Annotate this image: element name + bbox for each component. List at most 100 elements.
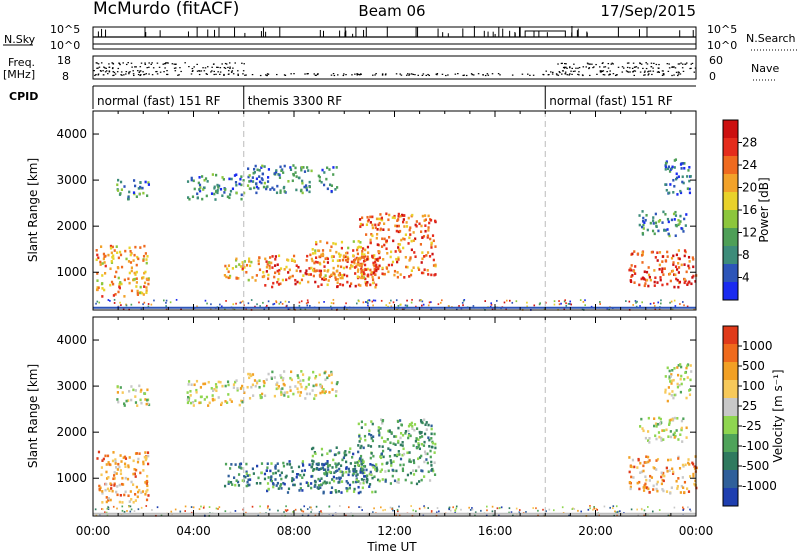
echo-cell bbox=[119, 281, 122, 284]
echo-cell bbox=[402, 237, 405, 241]
echo-cell bbox=[361, 262, 364, 266]
echo-cell bbox=[115, 466, 118, 469]
noise-cell bbox=[242, 300, 244, 303]
freq-dot bbox=[372, 74, 374, 76]
echo-cell bbox=[311, 462, 314, 466]
noise-cell bbox=[298, 305, 301, 307]
echo-cell bbox=[213, 398, 216, 402]
echo-cell bbox=[366, 478, 369, 482]
echo-cell bbox=[413, 423, 417, 426]
freq-dot bbox=[156, 73, 159, 75]
noise-cell bbox=[539, 302, 541, 305]
y-tick-label: 2000 bbox=[56, 219, 87, 233]
echo-cell bbox=[655, 482, 659, 486]
nsearch-label: N.Search bbox=[746, 32, 796, 45]
echo-cell bbox=[240, 175, 243, 178]
echo-cell bbox=[280, 471, 283, 475]
echo-cell bbox=[682, 417, 685, 421]
echo-cell bbox=[389, 448, 392, 452]
noise-cell bbox=[611, 507, 614, 510]
noise-cell bbox=[372, 304, 374, 307]
echo-cell bbox=[258, 385, 261, 389]
y-tick-label: 2000 bbox=[56, 425, 87, 439]
echo-cell bbox=[143, 455, 146, 459]
echo-cell bbox=[666, 366, 669, 370]
echo-cell bbox=[221, 384, 224, 388]
echo-cell bbox=[396, 480, 399, 484]
noise-cell bbox=[239, 301, 242, 304]
freq-dot bbox=[600, 70, 603, 72]
noise-cell bbox=[247, 302, 250, 305]
freq-dot bbox=[621, 71, 624, 73]
echo-cell bbox=[123, 493, 126, 497]
freq-dot bbox=[578, 71, 580, 73]
echo-cell bbox=[657, 229, 660, 233]
echo-cell bbox=[248, 257, 251, 261]
freq-dot bbox=[646, 63, 649, 65]
echo-cell bbox=[361, 247, 365, 250]
freq-dot bbox=[190, 73, 193, 75]
echo-cell bbox=[653, 284, 656, 287]
echo-cell bbox=[369, 241, 372, 244]
echo-cell bbox=[633, 465, 636, 469]
echo-cell bbox=[310, 475, 313, 478]
echo-cell bbox=[297, 265, 300, 269]
echo-cell bbox=[95, 258, 98, 262]
noise-cell bbox=[338, 505, 341, 507]
freq-dot bbox=[436, 73, 439, 75]
echo-cell bbox=[409, 423, 412, 427]
echo-cell bbox=[133, 277, 137, 281]
noise-cell bbox=[423, 505, 425, 508]
freq-dot bbox=[113, 71, 116, 74]
freq-dot bbox=[635, 66, 638, 68]
echo-cell bbox=[662, 489, 665, 493]
echo-cell bbox=[662, 479, 665, 483]
echo-cell bbox=[349, 267, 352, 270]
freq-dot bbox=[139, 66, 142, 68]
echo-cell bbox=[259, 481, 262, 485]
echo-cell bbox=[355, 478, 359, 482]
echo-cell bbox=[334, 489, 337, 492]
freq-dot bbox=[608, 74, 610, 76]
noise-cell bbox=[471, 508, 474, 511]
echo-cell bbox=[320, 477, 323, 480]
echo-cell bbox=[659, 278, 662, 282]
freq-dot bbox=[104, 71, 107, 73]
noise-cell bbox=[654, 307, 657, 310]
echo-cell bbox=[245, 263, 249, 267]
noise-cell bbox=[224, 510, 227, 513]
echo-cell bbox=[652, 484, 655, 488]
echo-cell bbox=[357, 450, 360, 454]
echo-cell bbox=[96, 286, 99, 289]
echo-cell bbox=[277, 385, 281, 388]
echo-cell bbox=[432, 469, 435, 473]
echo-cell bbox=[357, 422, 360, 426]
freq-dot bbox=[314, 74, 317, 77]
echo-cell bbox=[318, 467, 321, 471]
freq-dot bbox=[166, 62, 168, 64]
echo-cell bbox=[417, 268, 421, 272]
echo-cell bbox=[650, 250, 653, 254]
echo-cell bbox=[372, 281, 375, 285]
echo-cell bbox=[332, 266, 335, 270]
noise-cell bbox=[218, 506, 221, 509]
echo-cell bbox=[124, 457, 128, 460]
echo-cell bbox=[368, 432, 371, 436]
echo-cell bbox=[426, 251, 430, 254]
echo-cell bbox=[233, 174, 237, 177]
echo-cell bbox=[389, 459, 392, 462]
echo-cell bbox=[288, 463, 292, 466]
echo-cell bbox=[355, 265, 358, 268]
freq-dot bbox=[693, 71, 696, 73]
echo-cell bbox=[665, 466, 668, 470]
noise-cell bbox=[589, 504, 591, 507]
echo-cell bbox=[397, 450, 400, 453]
echo-cell bbox=[375, 263, 378, 267]
echo-cell bbox=[292, 172, 295, 176]
freq-dot bbox=[210, 71, 212, 73]
echo-cell bbox=[668, 272, 672, 276]
echo-cell bbox=[658, 263, 661, 267]
echo-cell bbox=[258, 256, 261, 259]
echo-cell bbox=[253, 379, 257, 382]
echo-cell bbox=[669, 435, 673, 439]
